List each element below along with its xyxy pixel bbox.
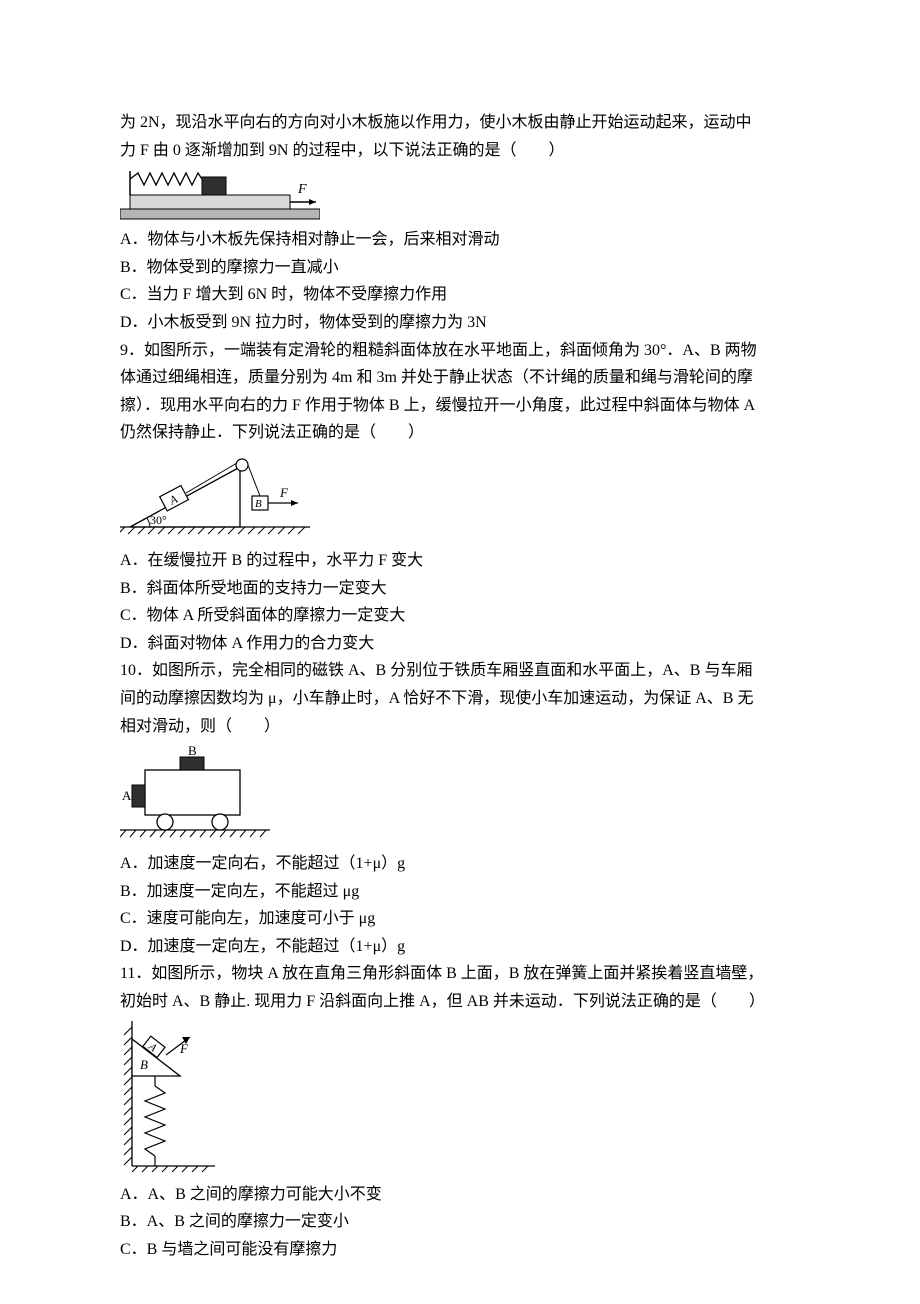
q11-option-b: B．A、B 之间的摩擦力一定变小 <box>120 1209 800 1235</box>
q11-figure: B A F <box>120 1021 800 1176</box>
q8-option-c: C．当力 F 增大到 6N 时，物体不受摩擦力作用 <box>120 282 800 308</box>
q8-option-a: A．物体与小木板先保持相对静止一会，后来相对滑动 <box>120 227 800 253</box>
q10-figure: B A <box>120 745 800 845</box>
q10-intro-line2: 间的动摩擦因数均为 μ，小车静止时，A 恰好不下滑，现使小车加速运动，为保证 A… <box>120 686 800 712</box>
svg-text:30°: 30° <box>150 513 167 527</box>
q10-option-c: C．速度可能向左，加速度可小于 μg <box>120 906 800 932</box>
q8-option-d: D．小木板受到 9N 拉力时，物体受到的摩擦力为 3N <box>120 310 800 336</box>
svg-text:F: F <box>279 485 289 500</box>
q9-intro-line4: 仍然保持静止．下列说法正确的是（ ） <box>120 420 800 446</box>
q9-option-b: B．斜面体所受地面的支持力一定变大 <box>120 576 800 602</box>
q8-intro-line2: 力 F 由 0 逐渐增加到 9N 的过程中，以下说法正确的是（ ） <box>120 138 800 164</box>
q10-option-d: D．加速度一定向左，不能超过（1+μ）g <box>120 934 800 960</box>
svg-text:A: A <box>122 788 132 803</box>
q9-figure: 30° A B F <box>120 452 800 542</box>
svg-text:B: B <box>140 1057 148 1072</box>
q10-option-b: B．加速度一定向左，不能超过 μg <box>120 879 800 905</box>
q8-option-b: B．物体受到的摩擦力一直减小 <box>120 255 800 281</box>
q8-intro-line1: 为 2N，现沿水平向右的方向对小木板施以作用力，使小木板由静止开始运动起来，运动… <box>120 110 800 136</box>
q11-intro-line2: 初始时 A、B 静止. 现用力 F 沿斜面向上推 A，但 AB 并未运动．下列说… <box>120 989 800 1015</box>
svg-text:B: B <box>188 745 197 758</box>
q9-option-a: A．在缓慢拉开 B 的过程中，水平力 F 变大 <box>120 548 800 574</box>
q10-option-a: A．加速度一定向右，不能超过（1+μ）g <box>120 851 800 877</box>
q9-intro-line2: 体通过细绳相连，质量分别为 4m 和 3m 并处于静止状态（不计绳的质量和绳与滑… <box>120 365 800 391</box>
q10-intro-line1: 10．如图所示，完全相同的磁铁 A、B 分别位于铁质车厢竖直面和水平面上，A、B… <box>120 658 800 684</box>
q9-intro-line1: 9．如图所示，一端装有定滑轮的粗糙斜面体放在水平地面上，斜面倾角为 30°．A、… <box>120 338 800 364</box>
svg-text:F: F <box>179 1041 189 1056</box>
svg-text:F: F <box>297 182 307 197</box>
q11-option-a: A．A、B 之间的摩擦力可能大小不变 <box>120 1182 800 1208</box>
page: 为 2N，现沿水平向右的方向对小木板施以作用力，使小木板由静止开始运动起来，运动… <box>0 0 920 1304</box>
q9-option-d: D．斜面对物体 A 作用力的合力变大 <box>120 631 800 657</box>
q11-intro-line1: 11．如图所示，物块 A 放在直角三角形斜面体 B 上面，B 放在弹簧上面并紧挨… <box>120 961 800 987</box>
q10-intro-line3: 相对滑动，则（ ） <box>120 714 800 740</box>
q9-intro-line3: 擦）．现用水平向右的力 F 作用于物体 B 上，缓慢拉开一小角度，此过程中斜面体… <box>120 393 800 419</box>
q8-figure: F <box>120 169 800 221</box>
q9-option-c: C．物体 A 所受斜面体的摩擦力一定变大 <box>120 603 800 629</box>
svg-text:B: B <box>255 498 262 510</box>
q11-option-c: C．B 与墙之间可能没有摩擦力 <box>120 1237 800 1263</box>
